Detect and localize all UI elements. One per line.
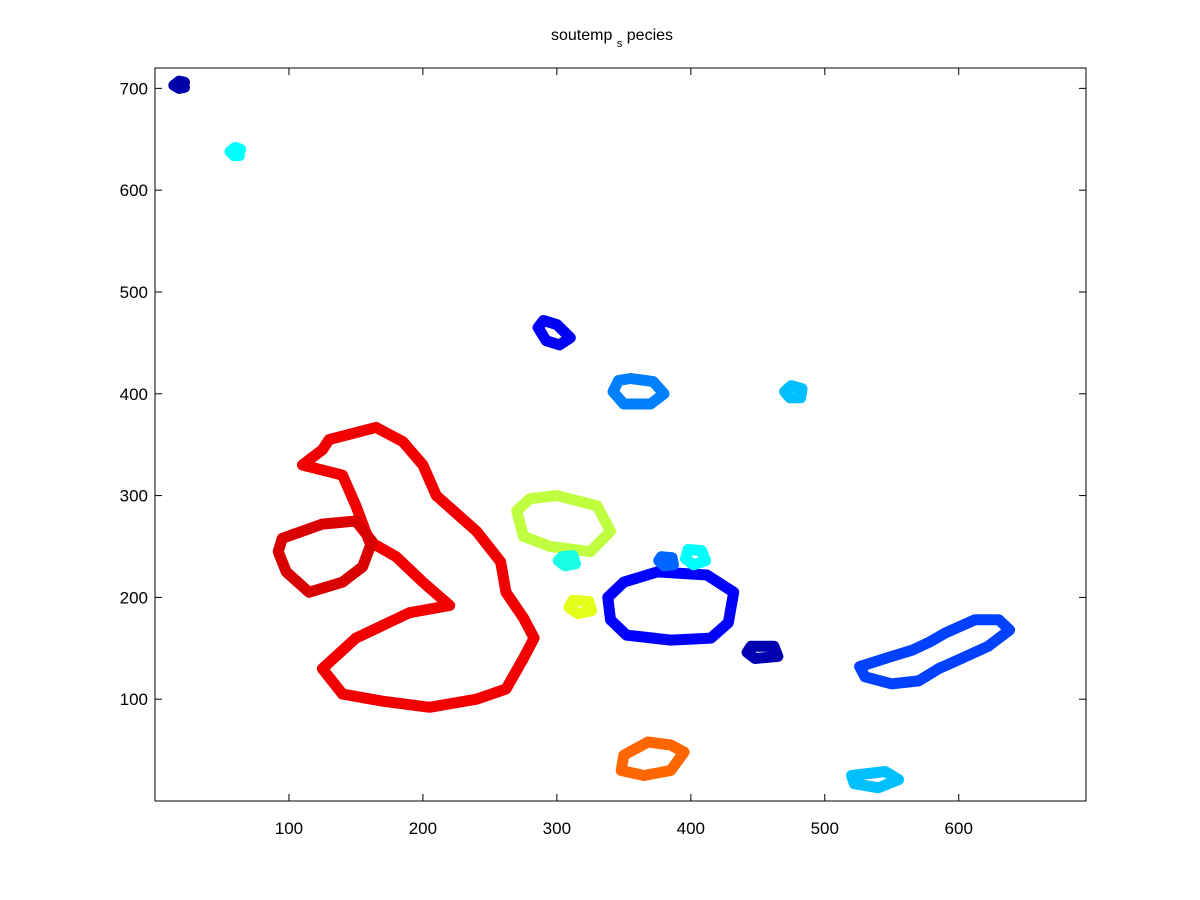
island-outline-3 [532,315,576,351]
x-tick-label-100: 100 [275,819,303,838]
island-outline-13 [680,544,712,571]
x-tick-label-300: 300 [543,819,571,838]
x-tick-label-400: 400 [677,819,705,838]
island-outline-7 [272,515,378,598]
island-outline-8 [511,490,616,558]
y-tick-label-400: 400 [120,385,148,404]
plot-area [154,67,1087,802]
island-outline-12 [653,551,679,572]
island-outline-6 [296,421,540,713]
y-tick-label-600: 600 [120,181,148,200]
island-outline-5 [779,380,808,404]
island-outline-11 [602,566,740,646]
island-outline-16 [615,736,690,781]
x-tick-label-500: 500 [811,819,839,838]
chart-title-subscript: s [617,38,623,50]
y-tick-label-100: 100 [120,690,148,709]
island-outline-1 [168,75,190,94]
y-tick-label-500: 500 [120,283,148,302]
island-outline-17 [846,766,904,794]
y-tick-label-300: 300 [120,487,148,506]
chart-title-main: soutemp [551,27,612,44]
island-outline-10 [563,594,598,620]
y-tick-label-200: 200 [120,588,148,607]
x-tick-label-200: 200 [409,819,437,838]
islands-layer [168,75,1016,794]
island-outline-9 [552,550,582,572]
x-axis: 100 200 300 400 500 600 [275,68,973,838]
x-tick-label-600: 600 [945,819,973,838]
y-tick-label-700: 700 [120,79,148,98]
island-outline-4 [607,373,670,410]
island-outline-15 [854,614,1016,690]
island-outline-2 [224,141,247,162]
chart-title: soutemp s pecies [551,27,673,51]
chart-title-rest: pecies [627,27,673,44]
y-axis: 100 200 300 400 500 600 700 [120,79,1086,709]
island-outline-14 [741,640,784,664]
